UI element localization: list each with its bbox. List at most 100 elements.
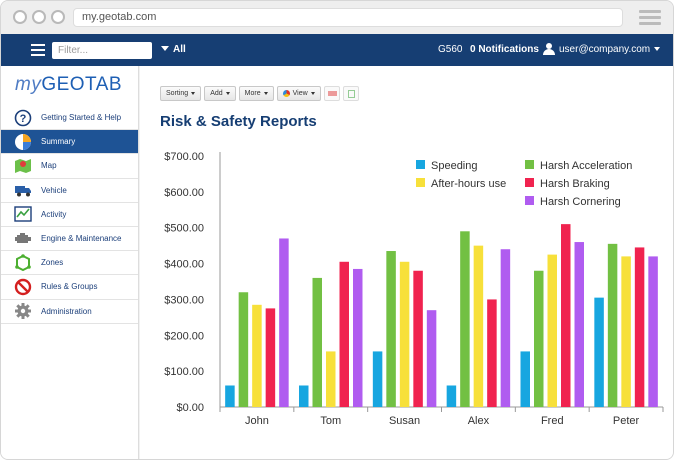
notifications-button[interactable]: 0 Notifications <box>470 44 539 55</box>
help-icon: ? <box>14 109 32 126</box>
address-bar[interactable]: my.geotab.com <box>73 8 623 27</box>
sidebar-item-label: Getting Started & Help <box>41 113 122 123</box>
x-tick-label: Alex <box>468 415 490 427</box>
group-selector[interactable]: All <box>161 44 186 55</box>
legend-swatch <box>525 178 534 187</box>
group-selector-label: All <box>173 44 186 55</box>
caret-down-icon <box>654 47 661 51</box>
main-content: Sorting Add More View Risk & Safety Repo… <box>140 66 673 459</box>
engine-icon <box>15 232 31 243</box>
view-button[interactable]: View <box>276 86 321 101</box>
bar <box>648 256 658 407</box>
bar <box>520 351 530 407</box>
sidebar-item-engine[interactable]: Engine & Maintenance <box>1 227 138 252</box>
bar <box>399 261 410 407</box>
bar <box>386 251 396 407</box>
bar <box>238 292 249 407</box>
browser-chrome: my.geotab.com <box>1 1 673 34</box>
zones-icon <box>15 253 31 271</box>
window-dot-icon[interactable] <box>32 10 46 24</box>
legend-label: Harsh Braking <box>540 178 610 190</box>
add-button[interactable]: Add <box>204 86 236 101</box>
sidebar-item-rules[interactable]: Rules & Groups <box>1 275 138 300</box>
excel-export-icon[interactable] <box>342 86 359 101</box>
svg-text:?: ? <box>20 113 27 125</box>
sidebar-item-label: Vehicle <box>41 185 67 195</box>
filter-input[interactable] <box>52 42 152 59</box>
x-tick-label: Fred <box>541 415 564 427</box>
browser-menu-icon[interactable] <box>639 10 661 26</box>
sidebar-item-map[interactable]: Map <box>1 154 138 179</box>
bar <box>607 243 618 407</box>
bar <box>487 299 497 407</box>
bar <box>299 385 309 407</box>
sorting-button[interactable]: Sorting <box>160 86 202 101</box>
bar <box>252 304 262 407</box>
user-email: user@company.com <box>559 43 651 55</box>
caret-down-icon <box>191 92 196 95</box>
bar <box>312 277 322 407</box>
sidebar-item-vehicle[interactable]: Vehicle <box>1 179 138 203</box>
bar <box>426 310 437 407</box>
caret-down-icon <box>161 46 169 51</box>
logo[interactable]: myGEOTAB <box>15 74 123 95</box>
sidebar-item-activity[interactable]: Activity <box>1 203 138 227</box>
legend-label: Harsh Cornering <box>540 196 621 208</box>
device-label[interactable]: G560 <box>438 44 463 55</box>
app-top-bar: All G560 0 Notifications user@company.co… <box>1 34 673 66</box>
bar <box>326 351 336 407</box>
sidebar-item-administration[interactable]: Administration <box>1 300 138 324</box>
bar <box>460 231 470 407</box>
sidebar-item-zones[interactable]: Zones <box>1 251 138 276</box>
y-tick-label: $0.00 <box>176 402 204 414</box>
window-dot-icon[interactable] <box>13 10 27 24</box>
menu-icon[interactable] <box>31 44 45 56</box>
caret-down-icon <box>310 92 315 95</box>
sidebar-item-getting-started[interactable]: ? Getting Started & Help <box>1 106 138 131</box>
bar <box>353 268 363 407</box>
y-tick-label: $300.00 <box>164 294 204 306</box>
y-tick-label: $100.00 <box>164 366 204 378</box>
sidebar-item-label: Summary <box>41 137 76 147</box>
gear-icon <box>15 303 31 320</box>
y-tick-label: $200.00 <box>164 330 204 342</box>
bar <box>547 254 557 407</box>
map-icon <box>15 158 31 173</box>
bar <box>534 270 544 407</box>
sidebar-item-label: Administration <box>41 306 92 316</box>
legend-label: Speeding <box>431 160 478 172</box>
y-tick-label: $700.00 <box>164 151 204 163</box>
sidebar-item-label: Engine & Maintenance <box>41 234 122 244</box>
user-icon <box>543 43 555 55</box>
sidebar-item-label: Rules & Groups <box>41 282 98 292</box>
pie-chart-icon <box>15 133 31 150</box>
x-tick-label: Tom <box>320 415 341 427</box>
user-menu[interactable]: user@company.com <box>543 43 661 55</box>
bar <box>339 261 349 407</box>
y-tick-label: $600.00 <box>164 187 204 199</box>
sidebar-item-label: Map <box>41 161 57 171</box>
y-tick-label: $400.00 <box>164 259 204 271</box>
bar <box>621 256 631 407</box>
sidebar-item-label: Activity <box>41 209 67 219</box>
bar <box>279 238 289 407</box>
legend-swatch <box>416 160 425 169</box>
x-tick-label: John <box>245 415 269 427</box>
sidebar: myGEOTAB ? Getting Started & Help Summar… <box>1 66 139 459</box>
caret-down-icon <box>263 92 268 95</box>
report-toolbar: Sorting Add More View <box>160 86 359 101</box>
legend-swatch <box>525 160 534 169</box>
x-tick-label: Peter <box>613 415 640 427</box>
legend-swatch <box>416 178 425 187</box>
pdf-export-icon[interactable] <box>323 86 340 101</box>
x-tick-label: Susan <box>389 415 420 427</box>
bar <box>561 224 571 407</box>
bar <box>372 351 383 407</box>
sidebar-item-summary[interactable]: Summary <box>1 130 138 155</box>
bar <box>574 242 584 407</box>
bar <box>473 245 484 407</box>
more-button[interactable]: More <box>238 86 274 101</box>
risk-safety-bar-chart: $0.00 $100.00 $200.00 $300.00 $400.00 $500.00… <box>164 151 664 427</box>
window-dot-icon[interactable] <box>51 10 65 24</box>
